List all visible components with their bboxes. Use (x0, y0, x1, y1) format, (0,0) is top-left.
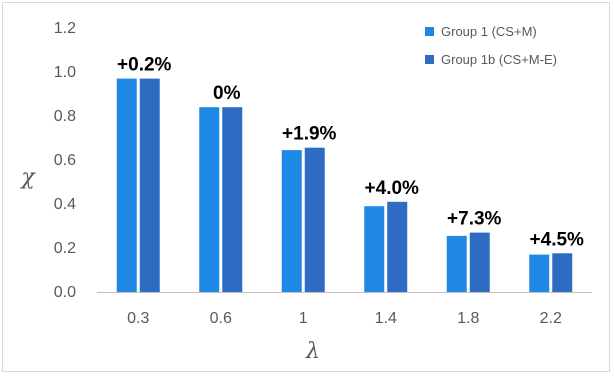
y-tick-label: 0.0 (54, 284, 76, 301)
y-tick-labels: 0.0 0.2 0.4 0.6 0.8 1.0 1.2 (54, 20, 76, 301)
bar-group1 (281, 150, 302, 292)
bar-annotation: 0% (213, 83, 241, 104)
bar-group1 (446, 235, 467, 292)
x-tick-label: 1 (299, 310, 308, 327)
bar-annotation: +7.3% (447, 209, 502, 230)
legend-swatch (425, 27, 434, 36)
y-tick-label: 1.0 (54, 64, 76, 81)
y-tick-label: 0.8 (54, 108, 76, 125)
y-axis-label: χ (19, 165, 36, 190)
bar-annotation: +4.0% (365, 178, 420, 199)
bar-group1 (364, 206, 385, 292)
x-tick-label: 1.8 (457, 310, 479, 327)
bar-group1b (139, 78, 160, 292)
x-axis-label: λ (305, 339, 320, 364)
bar-group1 (199, 107, 220, 292)
bar-annotation: +0.2% (117, 55, 172, 76)
legend-label: Group 1 (CS+M) (441, 24, 537, 39)
bar-group1b (222, 107, 243, 292)
bar-group1 (116, 78, 137, 292)
legend: Group 1 (CS+M) Group 1b (CS+M-E) (425, 24, 557, 67)
bar-group1 (529, 254, 550, 292)
y-tick-label: 0.4 (54, 196, 76, 213)
annotations: +0.2% 0% +1.9% +4.0% +7.3% +4.5% (117, 55, 584, 251)
y-tick-label: 0.2 (54, 240, 76, 257)
bar-annotation: +1.9% (282, 124, 337, 145)
legend-swatch (425, 55, 434, 64)
y-tick-label: 0.6 (54, 152, 76, 169)
legend-label: Group 1b (CS+M-E) (441, 52, 557, 67)
x-tick-label: 0.3 (127, 310, 149, 327)
bar-annotation: +4.5% (530, 229, 585, 250)
bar-group1b (304, 147, 325, 292)
bar-group1b (552, 253, 573, 292)
x-tick-label: 0.6 (210, 310, 232, 327)
bar-group1b (469, 232, 490, 292)
bar-group1b (387, 201, 408, 292)
y-tick-label: 1.2 (54, 20, 76, 37)
x-tick-label: 1.4 (375, 310, 397, 327)
bars (116, 78, 573, 292)
x-tick-label: 2.2 (540, 310, 562, 327)
x-tick-labels: 0.3 0.6 1 1.4 1.8 2.2 (127, 310, 562, 327)
